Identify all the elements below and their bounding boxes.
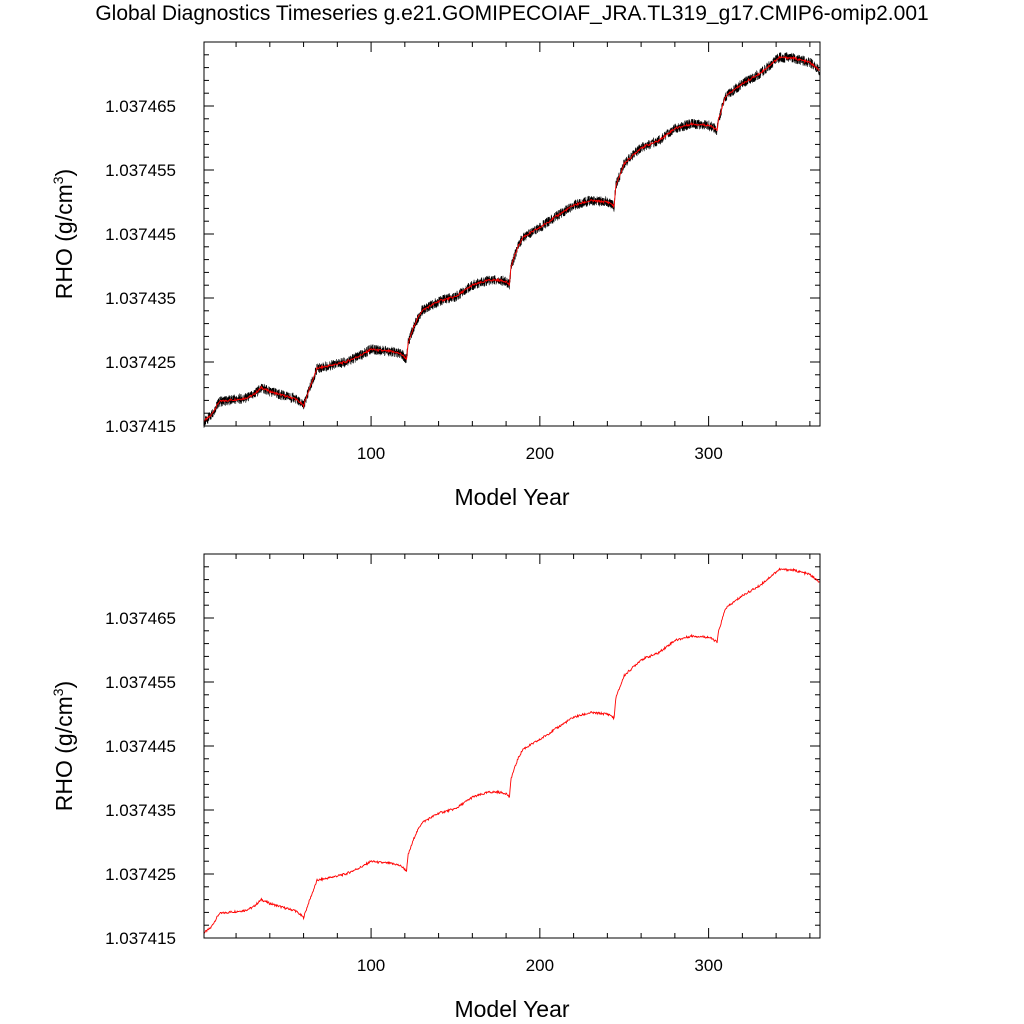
y-tick-label: 1.037435 [105,289,176,308]
y-tick-label: 1.037415 [105,929,176,948]
y-axis-label-superscript: 3 [50,176,66,184]
y-tick-label: 1.037425 [105,353,176,372]
x-tick-label: 200 [526,956,554,975]
annual-series-line [203,567,821,934]
y-axis-label-superscript: 3 [50,688,66,696]
y-tick-label: 1.037445 [105,225,176,244]
y-axis-label-base: RHO (g/cm [51,184,77,299]
y-tick-label: 1.037455 [105,673,176,692]
y-axis-label-close: ) [51,681,77,689]
y-tick-label: 1.037465 [105,97,176,116]
minor-ticks [204,554,820,938]
annual-series-line [203,55,821,422]
y-tick-label: 1.037415 [105,417,176,436]
x-tick-label: 300 [694,956,722,975]
x-tick-label: 100 [357,444,385,463]
y-axis-label-close: ) [51,169,77,177]
page-title: Global Diagnostics Timeseries g.e21.GOMI… [95,2,929,25]
y-axis-label: RHO (g/cm3) [50,681,77,811]
bottom-panel: 100 200 300 1.037415 1.037425 1.037435 1.03744… [50,553,821,1022]
y-tick-label: 1.037435 [105,801,176,820]
y-tick-label: 1.037465 [105,609,176,628]
y-tick-label: 1.037425 [105,865,176,884]
x-tick-label: 100 [357,956,385,975]
top-panel: 100 200 300 1.037415 1.037425 1.037435 1.03744… [50,41,821,510]
y-axis-label: RHO (g/cm3) [50,169,77,299]
x-axis-label: Model Year [454,996,569,1022]
y-tick-label: 1.037455 [105,161,176,180]
y-tick-label: 1.037445 [105,737,176,756]
y-axis-label-base: RHO (g/cm [51,696,77,811]
x-tick-label: 200 [526,444,554,463]
monthly-series-line [203,51,821,428]
plot-frame [203,41,821,427]
x-axis-label: Model Year [454,484,569,510]
plot-frame [203,553,821,939]
x-tick-label: 300 [694,444,722,463]
minor-ticks [204,42,820,426]
